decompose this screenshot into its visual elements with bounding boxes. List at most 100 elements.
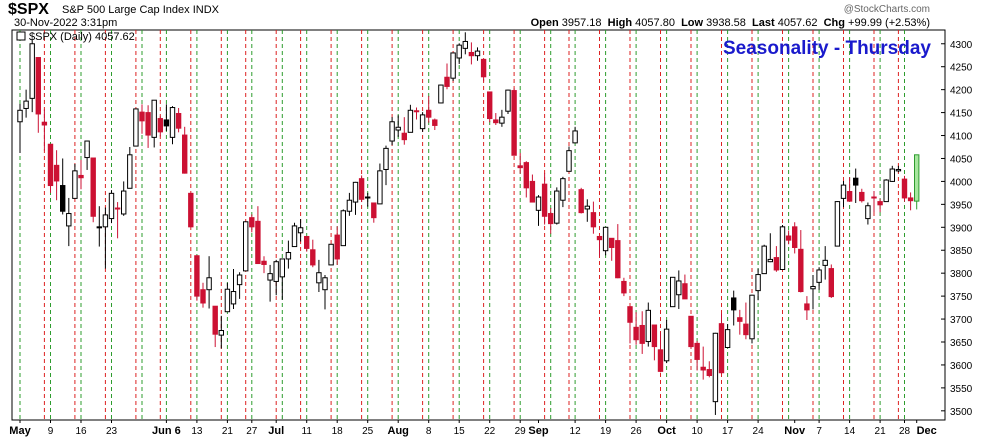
candle-body bbox=[670, 276, 676, 308]
y-tick-label: 4100 bbox=[950, 132, 973, 143]
candle-body bbox=[688, 315, 694, 348]
candle-body bbox=[316, 272, 322, 284]
candle-body bbox=[480, 58, 487, 78]
candle-body bbox=[224, 288, 231, 313]
x-tick-label: Dec bbox=[917, 425, 937, 437]
candle-body bbox=[72, 170, 78, 199]
candle-body bbox=[767, 258, 773, 263]
candle-body bbox=[249, 217, 255, 228]
candle-body bbox=[889, 168, 895, 182]
candle-body bbox=[883, 179, 889, 203]
candle-body bbox=[230, 291, 237, 305]
high-label: High bbox=[607, 17, 633, 29]
candle-body bbox=[499, 116, 505, 124]
chart-header: $SPX S&P 500 Large Cap Index INDX 30-Nov… bbox=[0, 0, 990, 30]
plot-frame bbox=[11, 29, 946, 421]
candle-body bbox=[438, 84, 444, 104]
high-value: 4057.80 bbox=[635, 17, 675, 29]
candle-body bbox=[432, 119, 438, 126]
candle-body bbox=[822, 259, 828, 266]
x-tick-label: 8 bbox=[426, 426, 432, 437]
low-value: 3938.58 bbox=[706, 17, 746, 29]
candle-body bbox=[60, 185, 66, 212]
candle-body bbox=[157, 118, 164, 133]
ohlc-readout: Open 3957.18 High 4057.80 Low 3938.58 La… bbox=[531, 17, 930, 29]
candle-body bbox=[365, 196, 371, 199]
candle-body bbox=[90, 157, 96, 217]
exchange: INDX bbox=[192, 4, 219, 16]
candle-body bbox=[834, 201, 841, 247]
x-tick-label: 15 bbox=[454, 426, 466, 437]
candle-body bbox=[676, 280, 682, 296]
y-tick-label: 3650 bbox=[950, 338, 973, 349]
candle-body bbox=[609, 237, 615, 248]
candle-body bbox=[596, 235, 603, 241]
candle-body bbox=[84, 140, 90, 159]
x-tick-label: 10 bbox=[692, 426, 704, 437]
x-tick-label: 29 bbox=[515, 426, 527, 437]
candle-body bbox=[517, 165, 523, 169]
candle-body bbox=[35, 57, 41, 115]
candle-body bbox=[273, 261, 279, 282]
candle-body bbox=[548, 213, 554, 225]
y-tick-label: 3950 bbox=[950, 200, 973, 211]
candle-body bbox=[236, 274, 243, 286]
candle-body bbox=[47, 143, 54, 187]
candle-body bbox=[871, 196, 877, 199]
candle-body bbox=[121, 190, 127, 215]
x-tick-label: Sep bbox=[528, 425, 548, 437]
chart-title: Seasonality - Thursday bbox=[723, 38, 931, 59]
candle-body bbox=[724, 329, 731, 349]
y-tick-label: 4250 bbox=[950, 63, 973, 74]
candle-body bbox=[792, 226, 798, 248]
candle-body bbox=[102, 214, 109, 228]
candle-body bbox=[426, 109, 432, 118]
y-tick-label: 4000 bbox=[950, 177, 973, 188]
x-tick-label: 25 bbox=[362, 426, 374, 437]
candle-body bbox=[718, 323, 725, 374]
candle-body bbox=[285, 252, 292, 260]
y-tick-label: 3700 bbox=[950, 315, 973, 326]
y-tick-label: 4200 bbox=[950, 86, 973, 97]
last-value: 4057.62 bbox=[777, 17, 818, 29]
y-tick-label: 3800 bbox=[950, 269, 973, 280]
candle-body bbox=[529, 180, 536, 203]
candle-body bbox=[785, 235, 792, 241]
x-tick-label: 22 bbox=[484, 426, 496, 437]
candle-body bbox=[810, 285, 816, 290]
candle-body bbox=[773, 257, 780, 271]
x-tick-label: 7 bbox=[816, 426, 822, 437]
candle-body bbox=[706, 369, 712, 376]
candle-body bbox=[139, 111, 145, 122]
candle-body bbox=[450, 52, 456, 79]
candle-body bbox=[615, 240, 621, 279]
x-tick-label: 21 bbox=[875, 426, 887, 437]
candle-body bbox=[853, 177, 859, 186]
candle-body bbox=[840, 184, 847, 199]
x-tick-label: 27 bbox=[246, 426, 258, 437]
candle-body bbox=[602, 226, 609, 252]
candle-body bbox=[523, 162, 529, 189]
candle-body bbox=[151, 99, 157, 138]
y-tick-label: 3600 bbox=[950, 361, 973, 372]
candle-body bbox=[914, 154, 920, 202]
candle-body bbox=[358, 178, 365, 200]
legend-swatch bbox=[16, 31, 26, 41]
candle-body bbox=[182, 134, 188, 174]
candle-body bbox=[700, 366, 706, 371]
last-label: Last bbox=[752, 17, 775, 29]
candle-body bbox=[798, 248, 804, 293]
candle-body bbox=[243, 221, 249, 272]
candle-body bbox=[114, 207, 121, 210]
open-value: 3957.18 bbox=[561, 17, 602, 29]
candle-body bbox=[169, 107, 176, 138]
y-tick-label: 3750 bbox=[950, 292, 973, 303]
candle-body bbox=[456, 44, 462, 59]
candle-body bbox=[511, 90, 517, 156]
candle-body bbox=[554, 190, 560, 224]
candle-body bbox=[651, 324, 658, 348]
candle-body bbox=[145, 112, 151, 136]
candle-body bbox=[584, 205, 590, 210]
candle-body bbox=[828, 268, 834, 298]
candle-body bbox=[907, 197, 914, 202]
